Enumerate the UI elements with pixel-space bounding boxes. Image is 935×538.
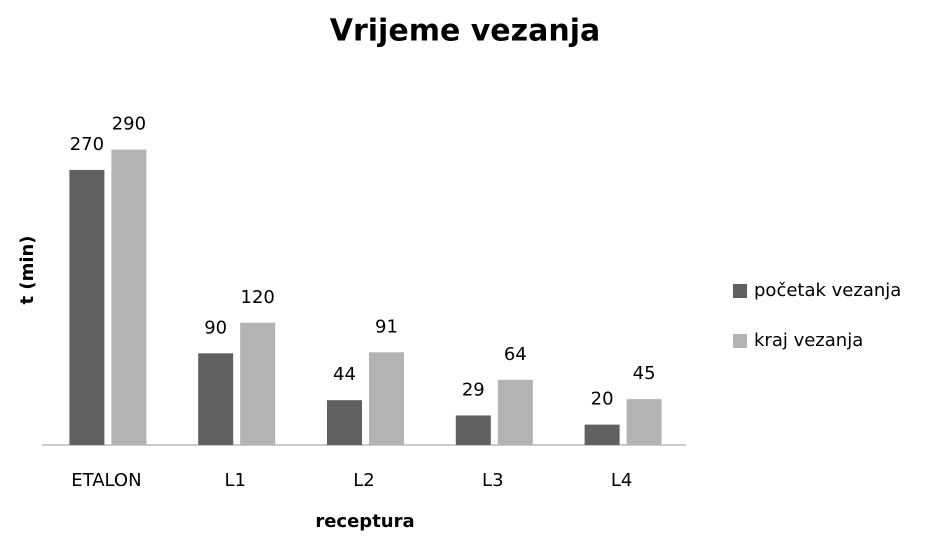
data-label: 120 — [241, 287, 275, 308]
bar — [69, 169, 105, 445]
x-tick-label: ETALON — [71, 470, 141, 491]
data-label: 29 — [462, 379, 485, 400]
bar — [198, 353, 234, 445]
data-label: 290 — [112, 114, 146, 135]
bar — [240, 322, 276, 445]
bar — [327, 400, 362, 445]
bar — [497, 379, 533, 445]
data-label: 45 — [633, 363, 656, 384]
x-tick-label: L2 — [353, 470, 374, 491]
x-tick-label: L4 — [611, 470, 632, 491]
bar — [369, 352, 404, 445]
y-axis-label: t (min) — [17, 235, 38, 304]
bar — [455, 415, 491, 445]
legend-swatch — [733, 284, 747, 298]
data-label: 270 — [70, 134, 104, 155]
bar — [111, 149, 147, 445]
data-label: 64 — [504, 344, 527, 365]
data-label: 20 — [591, 389, 614, 410]
chart-title: Vrijeme vezanja — [330, 14, 600, 49]
legend-swatch — [733, 334, 747, 348]
data-label: 91 — [375, 316, 398, 337]
legend-label: početak vezanja — [754, 280, 901, 301]
bar — [584, 424, 620, 445]
x-axis-label: receptura — [315, 511, 414, 532]
legend-label: kraj vezanja — [754, 330, 863, 351]
data-label: 44 — [333, 364, 356, 385]
x-tick-label: L1 — [224, 470, 245, 491]
x-tick-label: L3 — [482, 470, 503, 491]
bar — [626, 399, 662, 445]
data-label: 90 — [204, 317, 227, 338]
